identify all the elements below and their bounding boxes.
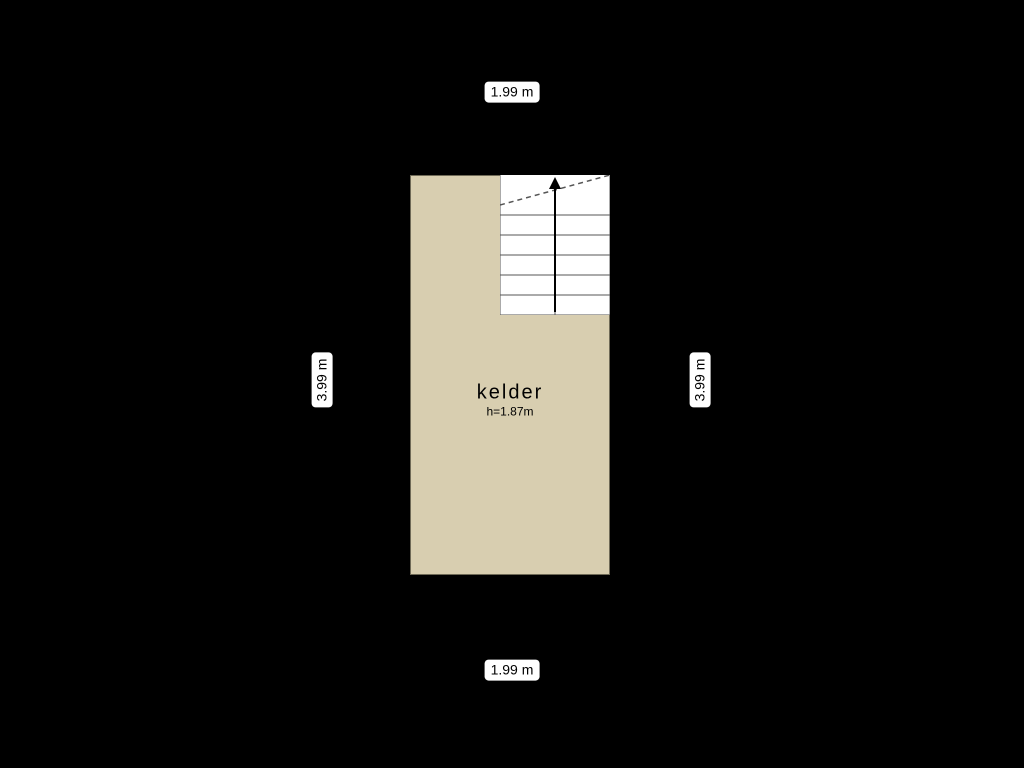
room-label: kelder h=1.87m [477, 382, 543, 419]
dimension-bottom: 1.99 m [485, 660, 540, 681]
room-height-label: h=1.87m [477, 405, 543, 419]
dimension-top: 1.99 m [485, 82, 540, 103]
room-name: kelder [477, 382, 543, 405]
stairs [500, 175, 610, 315]
dimension-right: 3.99 m [690, 353, 711, 408]
dimension-left: 3.99 m [312, 353, 333, 408]
